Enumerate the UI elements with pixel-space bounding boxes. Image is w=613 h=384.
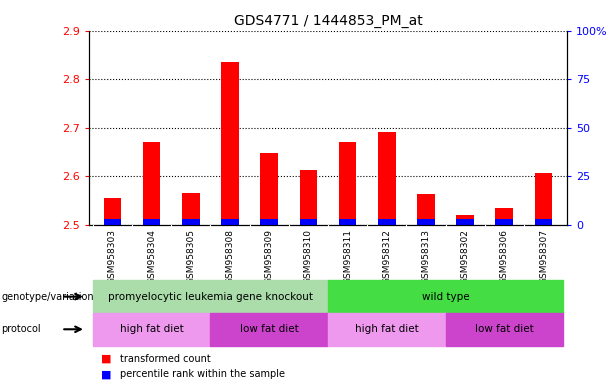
Bar bbox=[104, 219, 121, 225]
Bar bbox=[495, 208, 513, 225]
Bar bbox=[221, 62, 239, 225]
Bar bbox=[143, 142, 161, 225]
Bar bbox=[378, 132, 395, 225]
Text: GSM958305: GSM958305 bbox=[186, 229, 196, 284]
Text: GSM958307: GSM958307 bbox=[539, 229, 548, 284]
Text: GSM958304: GSM958304 bbox=[147, 229, 156, 284]
Bar bbox=[446, 313, 563, 346]
Text: promyelocytic leukemia gene knockout: promyelocytic leukemia gene knockout bbox=[108, 291, 313, 302]
Text: GSM958310: GSM958310 bbox=[304, 229, 313, 284]
Bar bbox=[93, 313, 210, 346]
Bar bbox=[328, 280, 563, 313]
Bar bbox=[182, 193, 200, 225]
Bar bbox=[456, 215, 474, 225]
Bar bbox=[143, 219, 161, 225]
Text: ■: ■ bbox=[101, 369, 112, 379]
Text: GSM958303: GSM958303 bbox=[108, 229, 117, 284]
Bar bbox=[495, 219, 513, 225]
Bar bbox=[300, 219, 317, 225]
Text: transformed count: transformed count bbox=[120, 354, 210, 364]
Bar bbox=[339, 142, 356, 225]
Text: low fat diet: low fat diet bbox=[475, 324, 534, 334]
Text: percentile rank within the sample: percentile rank within the sample bbox=[120, 369, 284, 379]
Bar bbox=[300, 170, 317, 225]
Text: GSM958311: GSM958311 bbox=[343, 229, 352, 284]
Bar bbox=[261, 219, 278, 225]
Text: GSM958313: GSM958313 bbox=[421, 229, 430, 284]
Text: low fat diet: low fat diet bbox=[240, 324, 299, 334]
Title: GDS4771 / 1444853_PM_at: GDS4771 / 1444853_PM_at bbox=[234, 14, 422, 28]
Text: ■: ■ bbox=[101, 354, 112, 364]
Text: GSM958309: GSM958309 bbox=[265, 229, 273, 284]
Text: GSM958302: GSM958302 bbox=[460, 229, 470, 284]
Text: GSM958312: GSM958312 bbox=[383, 229, 391, 284]
Bar bbox=[328, 313, 446, 346]
Text: high fat diet: high fat diet bbox=[120, 324, 183, 334]
Bar bbox=[339, 219, 356, 225]
Text: high fat diet: high fat diet bbox=[355, 324, 419, 334]
Bar bbox=[378, 219, 395, 225]
Bar bbox=[535, 219, 552, 225]
Bar bbox=[456, 219, 474, 225]
Text: GSM958308: GSM958308 bbox=[226, 229, 235, 284]
Text: GSM958306: GSM958306 bbox=[500, 229, 509, 284]
Bar bbox=[417, 194, 435, 225]
Text: genotype/variation: genotype/variation bbox=[1, 291, 94, 302]
Text: wild type: wild type bbox=[422, 291, 470, 302]
Bar bbox=[93, 280, 328, 313]
Text: protocol: protocol bbox=[1, 324, 41, 334]
Bar bbox=[535, 173, 552, 225]
Bar bbox=[182, 219, 200, 225]
Bar bbox=[104, 198, 121, 225]
Bar bbox=[417, 219, 435, 225]
Bar bbox=[261, 153, 278, 225]
Bar bbox=[221, 219, 239, 225]
Bar bbox=[210, 313, 328, 346]
